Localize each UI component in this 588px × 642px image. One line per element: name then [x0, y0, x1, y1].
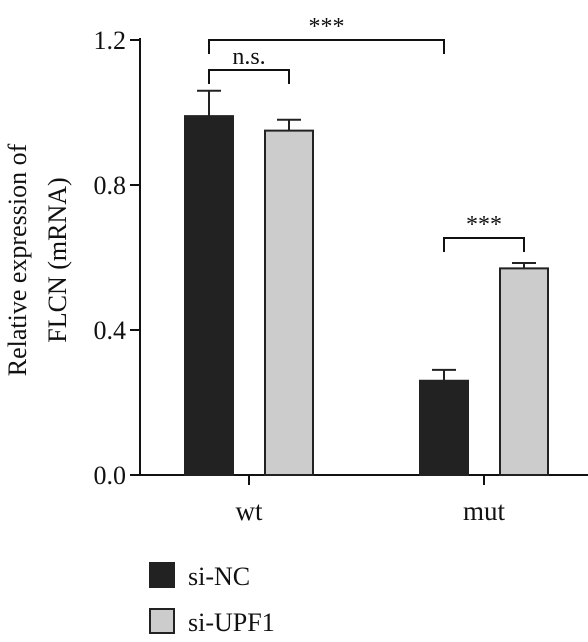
y-tick-label: 0.8 [94, 171, 127, 200]
y-ticks: 0.0 0.4 0.8 1.2 [94, 26, 140, 490]
y-tick-label: 0.0 [94, 461, 127, 490]
significance-label: *** [466, 212, 502, 238]
legend-swatch [149, 608, 175, 634]
legend-label: si-NC [188, 562, 250, 591]
significance-brackets: *** n.s. *** [208, 14, 525, 252]
bar [264, 129, 314, 476]
x-tick-label: mut [463, 496, 506, 526]
significance-bracket [208, 39, 445, 54]
bars [184, 115, 549, 476]
x-tick-labels: wt mut [236, 475, 506, 526]
x-tick-label: wt [236, 496, 263, 526]
bar [419, 379, 469, 476]
y-axis-label-line-2: FLCN (mRNA) [43, 177, 72, 342]
significance-label: *** [309, 14, 345, 40]
bar [499, 267, 549, 476]
y-tick-label: 1.2 [94, 26, 127, 55]
significance-label: n.s. [232, 44, 265, 70]
bar [184, 115, 234, 476]
significance-bracket [208, 69, 290, 84]
legend: si-NC si-UPF1 [149, 562, 275, 637]
y-axis-label-line-1: Relative expression of [3, 143, 32, 376]
y-tick-label: 0.4 [94, 316, 127, 345]
y-axis-label: Relative expression of FLCN (mRNA) [3, 143, 72, 376]
significance-bracket [443, 237, 525, 252]
error-bars [197, 89, 536, 381]
legend-label: si-UPF1 [188, 608, 275, 637]
legend-swatch [149, 562, 175, 588]
